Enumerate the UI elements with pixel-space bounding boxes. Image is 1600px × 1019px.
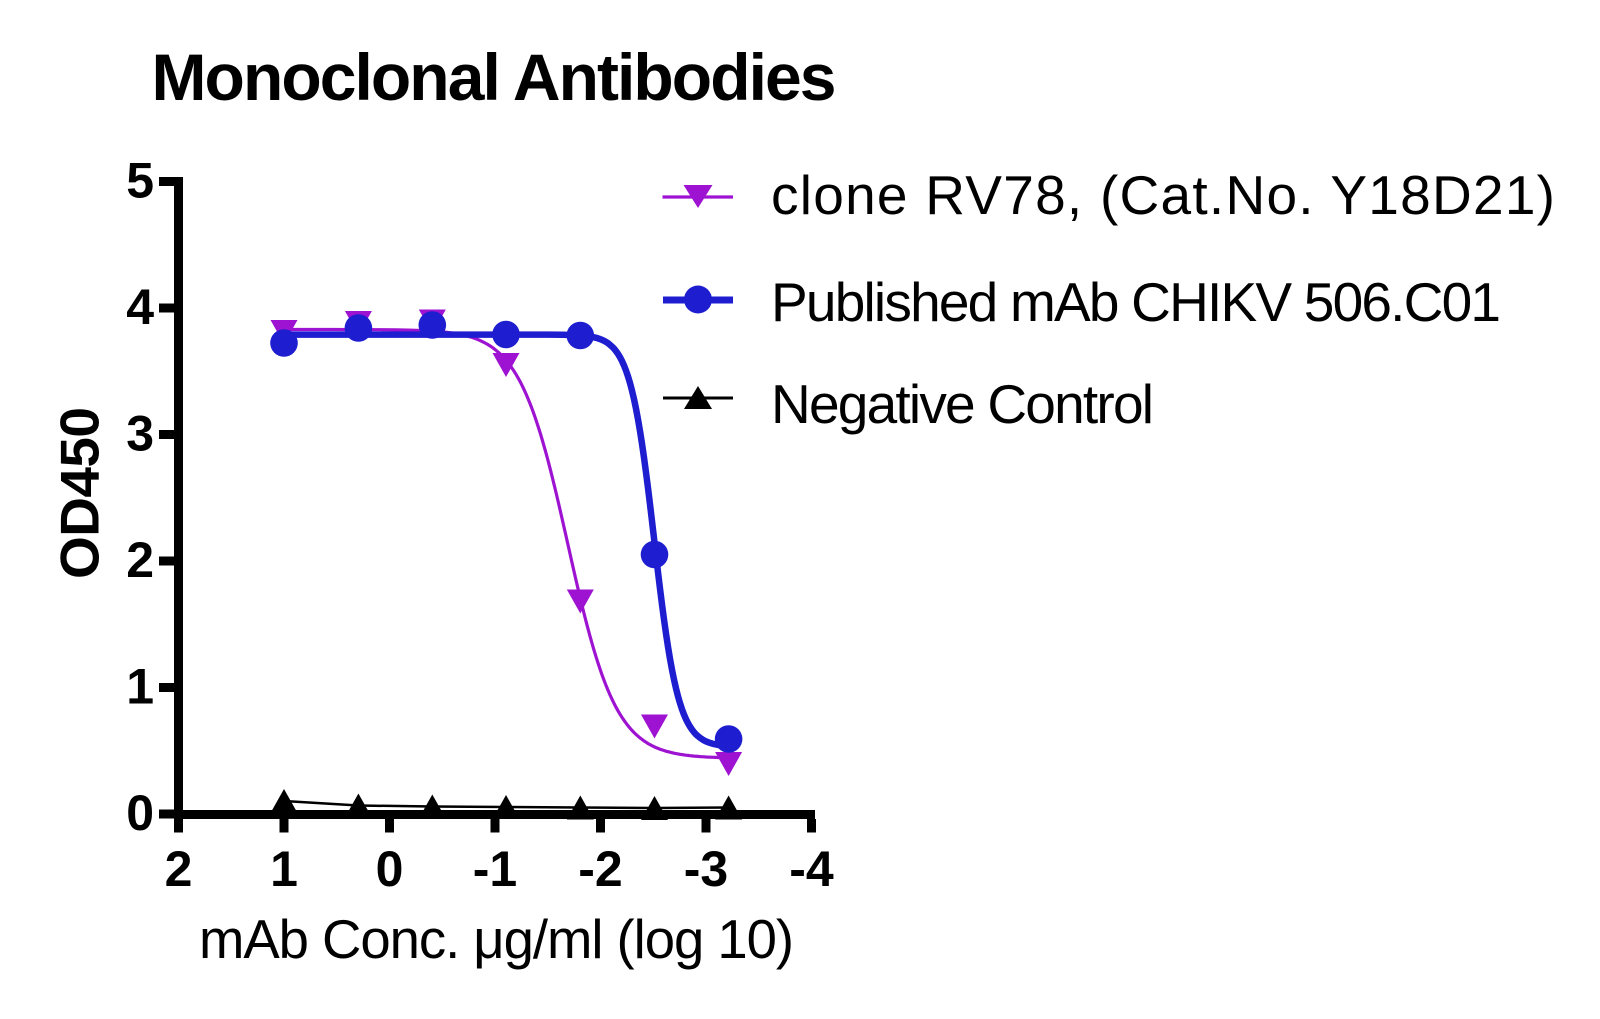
svg-text:0: 0 bbox=[376, 841, 404, 897]
svg-text:mAb Conc. μg/ml (log 10): mAb Conc. μg/ml (log 10) bbox=[199, 909, 794, 970]
svg-text:-1: -1 bbox=[473, 841, 517, 897]
svg-text:OD450: OD450 bbox=[49, 407, 111, 579]
svg-text:-4: -4 bbox=[789, 841, 834, 897]
svg-text:Published mAb CHIKV 506.C01: Published mAb CHIKV 506.C01 bbox=[771, 271, 1501, 333]
svg-text:0: 0 bbox=[126, 785, 154, 841]
svg-text:2: 2 bbox=[165, 841, 193, 897]
svg-text:2: 2 bbox=[126, 532, 154, 588]
svg-text:5: 5 bbox=[126, 153, 154, 209]
svg-text:1: 1 bbox=[126, 659, 154, 715]
svg-text:-2: -2 bbox=[578, 841, 622, 897]
svg-text:1: 1 bbox=[270, 841, 298, 897]
svg-text:Monoclonal Antibodies: Monoclonal Antibodies bbox=[152, 40, 837, 114]
svg-text:3: 3 bbox=[126, 406, 154, 462]
svg-text:clone RV78, (Cat.No. Y18D21): clone RV78, (Cat.No. Y18D21) bbox=[771, 164, 1555, 226]
svg-text:4: 4 bbox=[126, 279, 154, 335]
svg-text:-3: -3 bbox=[684, 841, 728, 897]
svg-text:Negative Control: Negative Control bbox=[771, 373, 1154, 435]
